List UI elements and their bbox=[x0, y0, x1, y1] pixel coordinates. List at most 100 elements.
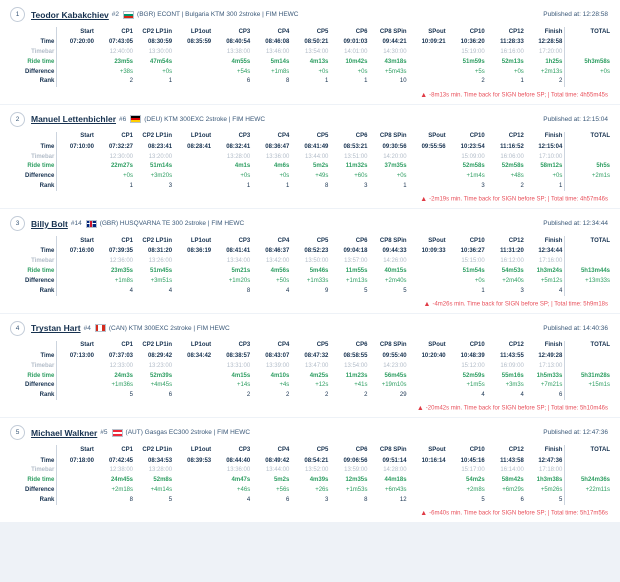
cell-timebar-1: 12:30:00 bbox=[109, 153, 133, 160]
col-header-cp2-lp1in: CP2 LP1in bbox=[142, 237, 173, 244]
cell-rank-13 bbox=[564, 495, 612, 505]
cell-timebar-7: 14:01:00 bbox=[344, 49, 368, 56]
rider-number: #5 bbox=[100, 429, 108, 437]
rider-meta: (AUT) Gasgas EC300 2stroke | FIM HEWC bbox=[125, 429, 251, 437]
cell-ride-13: 5h5s bbox=[564, 161, 612, 172]
cell-rank-7: 5 bbox=[364, 287, 368, 294]
col-header-cp3: CP3 bbox=[238, 28, 251, 35]
cell-difference-4: +0s bbox=[240, 173, 251, 180]
rider-name-link[interactable]: Teodor Kabakchiev bbox=[31, 9, 109, 20]
cell-difference-4: +46s bbox=[237, 487, 251, 493]
cell-ride-3 bbox=[174, 266, 213, 276]
cell-time-9: 10:20:40 bbox=[421, 353, 446, 360]
cell-difference-9 bbox=[409, 276, 448, 286]
published-at: Published at: 12:15:04 bbox=[543, 115, 608, 123]
cell-rank-4: 8 bbox=[246, 287, 251, 294]
cell-ride-12: 1h5m33s bbox=[536, 372, 563, 379]
cell-rank-12: 5 bbox=[559, 496, 563, 503]
rider-header: 2 Manuel Lettenbichler #6 (DEU) KTM 300E… bbox=[8, 110, 612, 132]
warning-triangle-icon: ▲ bbox=[420, 509, 428, 517]
col-header-cp10: CP10 bbox=[469, 446, 485, 453]
col-header-finish: Finish bbox=[544, 342, 563, 349]
position-badge: 5 bbox=[10, 425, 25, 441]
cell-rank-13 bbox=[564, 286, 612, 296]
cell-timebar-3 bbox=[174, 361, 213, 371]
cell-rank-5: 1 bbox=[285, 183, 290, 189]
cell-ride-4: 5m21s bbox=[231, 268, 251, 275]
rider-name-link[interactable]: Trystan Hart bbox=[31, 323, 81, 334]
cell-difference-6: +26s bbox=[315, 487, 329, 493]
col-header-cp12: CP12 bbox=[508, 237, 524, 244]
cell-rank-5: 6 bbox=[285, 496, 290, 503]
cell-rank-11: 1 bbox=[520, 78, 524, 85]
cell-time-7: 09:04:18 bbox=[343, 248, 368, 255]
cell-time-4: 08:44:40 bbox=[226, 457, 251, 464]
cell-ride-5: 4m6s bbox=[273, 163, 290, 170]
cell-timebar-3 bbox=[174, 257, 213, 267]
row-label-difference: Difference bbox=[25, 487, 55, 493]
cell-rank-2: 5 bbox=[168, 496, 173, 503]
cell-rank-1: 1 bbox=[129, 183, 133, 189]
cell-timebar-12: 17:16:00 bbox=[539, 258, 563, 265]
rider-name-link[interactable]: Manuel Lettenbichler bbox=[31, 114, 117, 125]
cell-timebar-12: 17:18:00 bbox=[539, 467, 563, 474]
table-header-row: Start CP1 CP2 LP1in LP1out CP3 CP4 CP5 CP6 CP8 S… bbox=[8, 445, 612, 457]
footnote-text: -2m19s min. Time back for SIGN before SP… bbox=[429, 196, 608, 203]
col-header-cp3: CP3 bbox=[238, 133, 251, 140]
cell-time-8: 09:55:40 bbox=[382, 353, 407, 360]
cell-timebar-12: 17:10:00 bbox=[539, 153, 563, 160]
cell-time-5: 08:46:37 bbox=[265, 248, 290, 255]
table-row-rank: Rank 8 5 4 6 3 8 12 5 6 5 bbox=[8, 495, 612, 505]
cell-ride-9 bbox=[409, 162, 448, 172]
published-at: Published at: 14:40:36 bbox=[543, 324, 608, 332]
cell-difference-6: +49s bbox=[315, 173, 329, 180]
cell-time-10: 10:36:27 bbox=[460, 248, 485, 255]
cell-difference-8: +5m43s bbox=[385, 68, 407, 75]
cell-time-8: 09:51:14 bbox=[382, 457, 407, 464]
col-header-cp6: CP6 bbox=[355, 133, 368, 140]
cell-time-11: 11:43:55 bbox=[500, 353, 524, 360]
cell-timebar-7: 13:54:00 bbox=[344, 362, 368, 369]
cell-time-4: 08:40:54 bbox=[226, 39, 251, 46]
cell-time-3: 08:28:41 bbox=[187, 143, 212, 150]
cell-difference-7: +1m53s bbox=[345, 487, 368, 493]
cell-time-6: 08:52:23 bbox=[304, 248, 329, 255]
rider-meta: (CAN) KTM 300EXC 2stroke | FIM HEWC bbox=[108, 324, 230, 332]
cell-timebar-1: 12:40:00 bbox=[109, 49, 133, 56]
cell-ride-8: 56m45s bbox=[384, 372, 407, 379]
cell-rank-2: 1 bbox=[168, 78, 173, 85]
col-header-cp10: CP10 bbox=[469, 133, 485, 140]
footnote-text: -20m42s min. Time back for SIGN before S… bbox=[425, 405, 608, 412]
row-label-timebar: Timebar bbox=[31, 467, 55, 474]
rider-header: 3 Billy Bolt #14 (GBR) HUSQVARNA TE 300 … bbox=[8, 214, 612, 236]
col-header-cp8-spin: CP8 SPin bbox=[379, 342, 407, 349]
cell-ride-1: 23m35s bbox=[110, 268, 133, 275]
cell-difference-2: +4m45s bbox=[150, 382, 173, 389]
cell-time-5: 08:46:08 bbox=[265, 39, 290, 46]
country-flag-icon bbox=[123, 10, 135, 19]
footnote-text: -6m40s min. Time back for SIGN before SP… bbox=[429, 510, 608, 517]
cell-timebar-11: 16:09:00 bbox=[500, 362, 524, 369]
cell-timebar-10: 15:17:00 bbox=[461, 467, 485, 474]
cell-ride-5: 5m14s bbox=[270, 58, 290, 65]
cell-timebar-12: 17:13:00 bbox=[539, 362, 563, 369]
cell-ride-13: 5h24m36s bbox=[564, 475, 612, 486]
cell-timebar-8: 14:26:00 bbox=[383, 258, 407, 265]
cell-rank-11: 3 bbox=[520, 287, 524, 294]
table-row-timebar: Timebar 12:33:00 13:23:00 13:31:00 13:39:00 1… bbox=[8, 361, 612, 372]
cell-ride-13: 5h31m28s bbox=[564, 371, 612, 381]
cell-rank-12: 2 bbox=[559, 78, 563, 85]
table-row-rank: Rank 1 3 1 1 8 3 1 3 2 1 bbox=[8, 181, 612, 192]
col-header-spout: SPout bbox=[428, 133, 446, 140]
rider-name-link[interactable]: Michael Walkner bbox=[31, 427, 98, 438]
table-row-ride: Ride time 24m3s 52m39s 4m15s 4m10s 4m25s 11m23… bbox=[8, 371, 612, 381]
cell-timebar-13 bbox=[564, 361, 612, 372]
cell-timebar-13 bbox=[564, 256, 612, 267]
rider-name-link[interactable]: Billy Bolt bbox=[31, 218, 68, 229]
row-label-difference: Difference bbox=[25, 173, 55, 180]
cell-time-7: 09:06:56 bbox=[343, 457, 368, 464]
col-header-cp6: CP6 bbox=[355, 28, 368, 35]
cell-time-3: 08:34:42 bbox=[187, 353, 212, 360]
rider-header: 5 Michael Walkner #5 (AUT) Gasgas EC300 … bbox=[8, 423, 612, 445]
cell-timebar-5: 13:46:00 bbox=[265, 49, 290, 56]
